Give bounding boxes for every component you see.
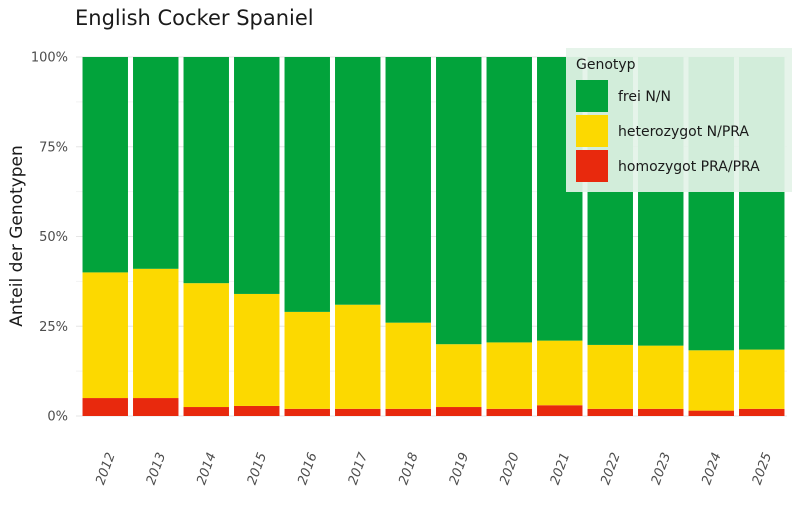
bar-frei-n-n-2013 bbox=[133, 57, 179, 269]
bar-homozygot-pra-pra-2016 bbox=[284, 408, 330, 416]
bar-homozygot-pra-pra-2012 bbox=[82, 398, 128, 416]
y-tick-label: 75% bbox=[39, 140, 68, 155]
legend-label-heterozygot-n-pra: heterozygot N/PRA bbox=[618, 124, 749, 140]
bar-frei-n-n-2017 bbox=[335, 57, 381, 305]
legend-swatch-frei-n-n bbox=[576, 80, 608, 112]
bar-heterozygot-n-pra-2013 bbox=[133, 268, 179, 399]
bar-homozygot-pra-pra-2013 bbox=[133, 398, 179, 416]
x-tick-label: 2013 bbox=[144, 451, 169, 487]
x-tick-label: 2022 bbox=[598, 451, 623, 487]
bar-frei-n-n-2015 bbox=[234, 57, 280, 294]
x-tick-label: 2014 bbox=[194, 451, 219, 487]
legend-swatch-homozygot-pra-pra bbox=[576, 150, 608, 182]
x-tick-label: 2024 bbox=[699, 451, 724, 487]
x-tick-label: 2025 bbox=[750, 451, 775, 487]
bar-frei-n-n-2018 bbox=[385, 57, 431, 323]
y-tick-label: 0% bbox=[47, 410, 68, 425]
legend-label-frei-n-n: frei N/N bbox=[618, 89, 671, 105]
bar-heterozygot-n-pra-2023 bbox=[638, 345, 684, 409]
bar-heterozygot-n-pra-2022 bbox=[587, 344, 633, 409]
bar-frei-n-n-2012 bbox=[82, 57, 128, 273]
legend-swatch-heterozygot-n-pra bbox=[576, 115, 608, 147]
y-tick-label: 25% bbox=[39, 320, 68, 335]
x-tick-label: 2015 bbox=[245, 451, 270, 487]
bar-heterozygot-n-pra-2025 bbox=[739, 349, 785, 409]
bar-heterozygot-n-pra-2019 bbox=[436, 344, 482, 408]
bar-heterozygot-n-pra-2024 bbox=[688, 350, 734, 411]
bar-homozygot-pra-pra-2019 bbox=[436, 407, 482, 416]
chart-title: English Cocker Spaniel bbox=[75, 6, 314, 30]
bar-heterozygot-n-pra-2020 bbox=[486, 342, 532, 409]
legend-title: Genotyp bbox=[576, 57, 636, 73]
bar-homozygot-pra-pra-2022 bbox=[587, 408, 633, 416]
x-tick-label: 2017 bbox=[346, 450, 372, 487]
x-tick-label: 2018 bbox=[396, 451, 421, 487]
bars bbox=[82, 57, 785, 416]
bar-heterozygot-n-pra-2017 bbox=[335, 304, 381, 409]
bar-frei-n-n-2020 bbox=[486, 57, 532, 343]
bar-frei-n-n-2019 bbox=[436, 57, 482, 345]
bar-homozygot-pra-pra-2020 bbox=[486, 408, 532, 416]
bar-heterozygot-n-pra-2015 bbox=[234, 293, 280, 406]
bar-heterozygot-n-pra-2012 bbox=[82, 272, 128, 399]
bar-homozygot-pra-pra-2018 bbox=[385, 408, 431, 416]
bar-frei-n-n-2016 bbox=[284, 57, 330, 312]
x-axis-ticks: 2012 2013 2014 2015 2016 2017 2018 2019 2020 2021… bbox=[93, 450, 775, 487]
bar-frei-n-n-2014 bbox=[183, 57, 229, 284]
x-tick-label: 2019 bbox=[447, 451, 472, 487]
bar-homozygot-pra-pra-2021 bbox=[537, 405, 583, 416]
bar-homozygot-pra-pra-2025 bbox=[739, 408, 785, 416]
y-tick-label: 100% bbox=[31, 51, 68, 66]
bar-heterozygot-n-pra-2014 bbox=[183, 283, 229, 408]
legend-label-homozygot-pra-pra: homozygot PRA/PRA bbox=[618, 159, 760, 175]
y-axis-label: Anteil der Genotypen bbox=[7, 145, 27, 327]
x-tick-label: 2021 bbox=[548, 451, 573, 487]
bar-homozygot-pra-pra-2015 bbox=[234, 405, 280, 416]
bar-homozygot-pra-pra-2014 bbox=[183, 407, 229, 416]
x-tick-label: 2012 bbox=[93, 451, 118, 487]
bar-homozygot-pra-pra-2023 bbox=[638, 408, 684, 416]
bar-homozygot-pra-pra-2024 bbox=[688, 410, 734, 416]
bar-heterozygot-n-pra-2018 bbox=[385, 322, 431, 409]
x-tick-label: 2016 bbox=[295, 451, 320, 487]
y-axis-ticks: 0% 25% 50% 75% 100% bbox=[31, 51, 68, 425]
bar-heterozygot-n-pra-2016 bbox=[284, 311, 330, 409]
bar-homozygot-pra-pra-2017 bbox=[335, 408, 381, 416]
x-tick-label: 2023 bbox=[649, 451, 674, 487]
legend: Genotyp frei N/N heterozygot N/PRA homozyg… bbox=[566, 48, 792, 192]
x-tick-label: 2020 bbox=[497, 451, 522, 487]
y-tick-label: 50% bbox=[39, 230, 68, 245]
bar-heterozygot-n-pra-2021 bbox=[537, 340, 583, 406]
